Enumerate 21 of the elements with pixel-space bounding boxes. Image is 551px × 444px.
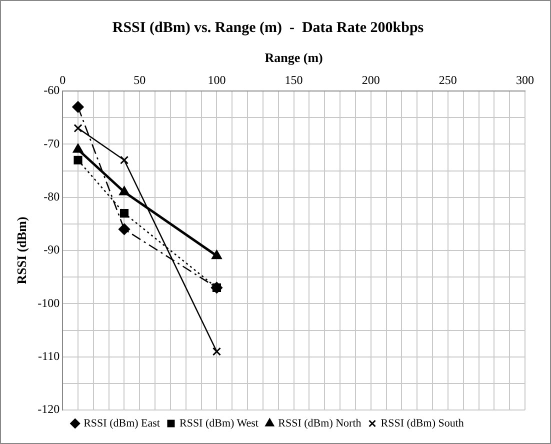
x-axis-title: Range (m) (264, 50, 323, 66)
legend-label: RSSI (dBm) West (179, 417, 258, 430)
x-tick-label: 0 (60, 72, 66, 87)
y-tick-label: -120 (38, 402, 60, 416)
x-tick-label: 300 (516, 72, 534, 87)
legend-label: RSSI (dBm) South (380, 417, 464, 430)
x-tick-label: 250 (438, 72, 457, 87)
y-tick-label: -60 (44, 83, 60, 98)
x-tick-label: 50 (134, 72, 146, 87)
y-axis-title: RSSI (dBm) (14, 216, 30, 284)
x-tick-label: 200 (362, 72, 380, 87)
y-tick-label: -100 (38, 296, 60, 310)
y-tick-label: -70 (44, 136, 60, 150)
legend-label: RSSI (dBm) East (84, 417, 160, 430)
legend-label: RSSI (dBm) North (278, 417, 362, 430)
x-tick-label: 150 (284, 72, 303, 87)
x-tick-label: 100 (208, 72, 226, 87)
y-tick-label: -90 (44, 242, 60, 257)
y-tick-label: -110 (38, 348, 60, 363)
y-tick-label: -80 (44, 189, 60, 204)
chart-title: RSSI (dBm) vs. Range (m) - Data Rate 200kbps (112, 20, 424, 36)
